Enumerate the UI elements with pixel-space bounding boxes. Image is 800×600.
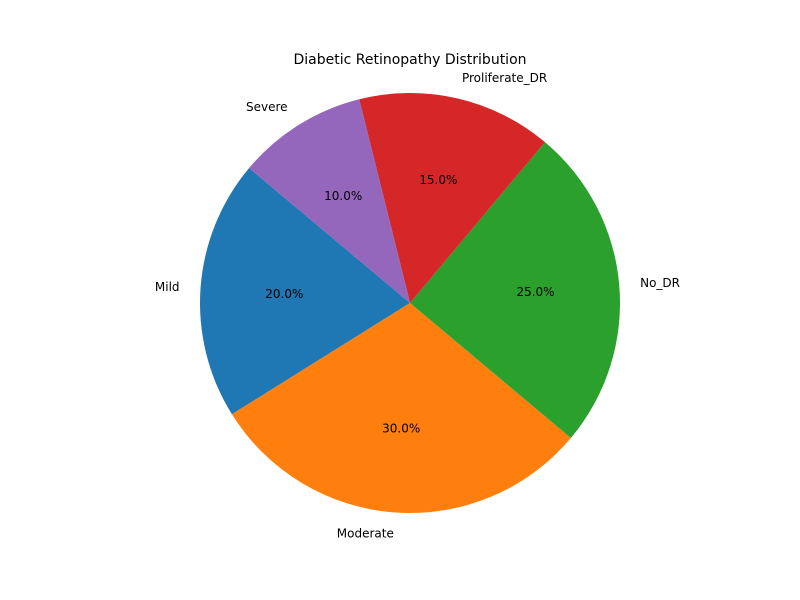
pie-slices [199,93,621,514]
slice-percent-proliferate-dr: 15.0% [419,173,457,187]
slice-percent-no-dr: 25.0% [516,285,554,299]
pie-slice-moderate [231,303,571,514]
slice-label-proliferate-dr: Proliferate_DR [462,71,547,85]
slice-percent-severe: 10.0% [324,189,362,203]
slice-label-severe: Severe [246,100,288,114]
pie-slice-severe [249,99,410,304]
pie-slice-mild [199,168,410,415]
chart-title: Diabetic Retinopathy Distribution [293,52,526,68]
pie-slice-proliferate-dr [359,93,545,303]
slice-percent-moderate: 30.0% [382,422,420,436]
slice-label-no-dr: No_DR [640,276,680,290]
slice-label-mild: Mild [155,280,180,294]
pie-labels: Mild 20.0% Moderate 30.0% No_DR 25.0% Prolifer… [155,71,680,541]
pie-slice-no-dr [410,142,621,438]
slice-percent-mild: 20.0% [265,287,303,301]
slice-label-moderate: Moderate [337,526,394,540]
